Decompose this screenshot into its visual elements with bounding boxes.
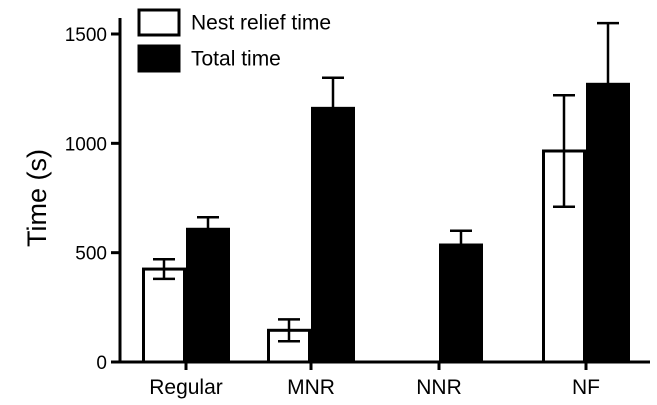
legend-label-nest-relief: Nest relief time — [191, 12, 331, 35]
bar-total-regular — [186, 227, 230, 364]
x-tick-label: NF — [572, 376, 600, 399]
bars — [142, 21, 630, 364]
legend-swatch-total — [137, 44, 181, 73]
y-tick-label: 1000 — [65, 134, 107, 155]
legend-label-total: Total time — [191, 48, 281, 71]
x-tick-label: NNR — [416, 376, 462, 399]
bar-total-mnr — [311, 106, 355, 364]
bar-total-nnr — [439, 243, 483, 364]
legend-swatch-nest-relief — [137, 8, 181, 37]
x-tick-label: Regular — [149, 376, 223, 399]
bar-nest-relief-regular — [142, 267, 186, 364]
x-tick-label: MNR — [287, 376, 335, 399]
y-tick-label: 1500 — [65, 25, 107, 46]
bar-total-nf — [586, 82, 630, 364]
legend: Nest relief time Total time — [137, 8, 331, 73]
y-axis-title: Time (s) — [22, 149, 52, 247]
bar-nest-relief-nf — [542, 149, 586, 364]
y-tick-label: 0 — [96, 353, 107, 374]
y-tick-label: 500 — [75, 244, 107, 265]
axes: 0 500 1000 1500 Regular MNR NNR NF — [65, 18, 650, 399]
